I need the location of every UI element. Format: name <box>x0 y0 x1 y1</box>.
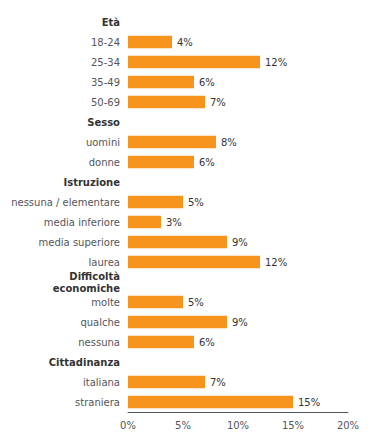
svg-text:donne: donne <box>89 157 120 168</box>
svg-text:15%: 15% <box>282 420 304 431</box>
svg-text:8%: 8% <box>221 137 237 148</box>
svg-text:10%: 10% <box>227 420 249 431</box>
svg-text:50-69: 50-69 <box>91 97 120 108</box>
svg-text:20%: 20% <box>337 420 359 431</box>
svg-text:uomini: uomini <box>86 137 120 148</box>
svg-text:7%: 7% <box>210 377 226 388</box>
svg-text:Cittadinanza: Cittadinanza <box>49 357 120 368</box>
svg-text:3%: 3% <box>166 217 182 228</box>
svg-text:nessuna: nessuna <box>78 337 120 348</box>
svg-text:media superiore: media superiore <box>39 237 120 248</box>
svg-text:12%: 12% <box>265 257 287 268</box>
svg-text:35-49: 35-49 <box>91 77 120 88</box>
svg-text:Età: Età <box>102 17 120 28</box>
svg-text:laurea: laurea <box>89 257 120 268</box>
svg-text:economiche: economiche <box>53 283 120 294</box>
svg-text:5%: 5% <box>175 420 191 431</box>
svg-text:Sesso: Sesso <box>87 117 120 128</box>
svg-text:molte: molte <box>91 297 120 308</box>
svg-text:7%: 7% <box>210 97 226 108</box>
svg-text:9%: 9% <box>232 317 248 328</box>
svg-text:4%: 4% <box>177 37 193 48</box>
svg-text:nessuna / elementare: nessuna / elementare <box>11 197 120 208</box>
svg-text:italiana: italiana <box>83 377 120 388</box>
svg-text:5%: 5% <box>188 197 204 208</box>
svg-text:9%: 9% <box>232 237 248 248</box>
svg-text:0%: 0% <box>120 420 136 431</box>
svg-text:Istruzione: Istruzione <box>63 177 120 188</box>
svg-text:6%: 6% <box>199 77 215 88</box>
svg-text:25-34: 25-34 <box>91 57 120 68</box>
svg-text:Difficoltà: Difficoltà <box>69 271 120 282</box>
svg-text:media inferiore: media inferiore <box>44 217 120 228</box>
svg-text:6%: 6% <box>199 157 215 168</box>
svg-text:18-24: 18-24 <box>91 37 120 48</box>
svg-text:15%: 15% <box>298 397 320 408</box>
svg-text:straniera: straniera <box>75 397 120 408</box>
svg-text:6%: 6% <box>199 337 215 348</box>
svg-text:5%: 5% <box>188 297 204 308</box>
svg-text:12%: 12% <box>265 57 287 68</box>
svg-text:qualche: qualche <box>80 317 120 328</box>
